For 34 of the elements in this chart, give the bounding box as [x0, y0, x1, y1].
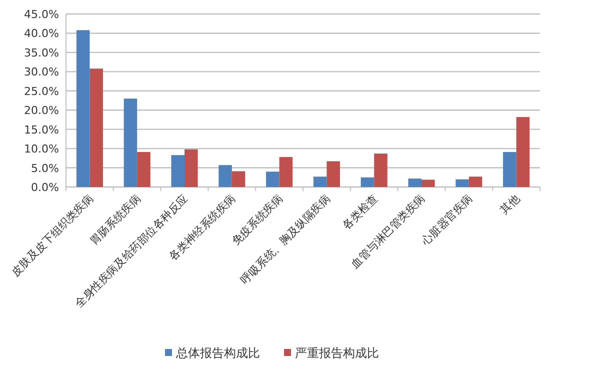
y-tick-label: 5.0%: [31, 162, 59, 175]
x-tick-label: 其他: [498, 192, 522, 217]
y-tick-label: 25.0%: [24, 84, 59, 98]
bar: [76, 30, 90, 187]
bar: [408, 178, 422, 187]
y-tick-label: 30.0%: [24, 66, 59, 79]
bar: [124, 98, 138, 187]
y-tick-label: 20.0%: [24, 104, 59, 118]
y-tick-label: 15.0%: [24, 123, 59, 136]
bar: [313, 176, 327, 187]
legend-label: 严重报告构成比: [295, 346, 379, 360]
bar: [232, 171, 246, 187]
bar: [326, 161, 340, 187]
bar: [90, 68, 103, 187]
legend-label: 总体报告构成比: [175, 346, 260, 360]
bar: [266, 172, 280, 187]
bar: [137, 152, 150, 187]
bar: [279, 157, 293, 187]
bar: [468, 176, 482, 187]
bar: [456, 179, 469, 187]
y-tick-label: 0.0%: [31, 181, 59, 194]
y-tick-label: 35.0%: [24, 46, 59, 60]
bar: [422, 180, 435, 187]
bar: [184, 149, 198, 187]
y-tick-label: 10.0%: [24, 142, 59, 156]
y-tick-label: 40.0%: [24, 27, 59, 40]
bar: [516, 117, 530, 187]
bar: [503, 152, 516, 187]
x-tick-label: 各类检查: [340, 192, 380, 232]
bar: [218, 165, 232, 187]
bar: [360, 177, 374, 187]
bar: [374, 154, 388, 187]
y-tick-label: 45.0%: [24, 8, 59, 21]
bar: [171, 155, 184, 187]
